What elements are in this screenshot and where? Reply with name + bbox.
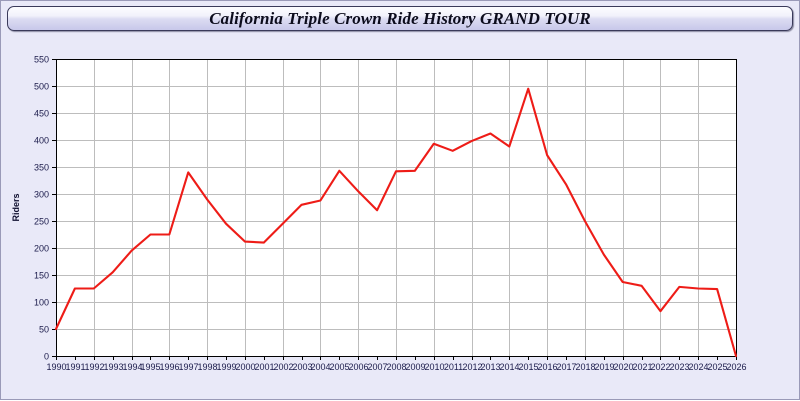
y-tick-labels: 0 50 100 150 200 250 300 350 400 450 500 550 (34, 55, 49, 362)
axis-lines (55, 58, 738, 358)
x-tick-label: 2021 (632, 362, 652, 372)
y-tick-label: 350 (34, 163, 49, 173)
x-tick-label: 2025 (707, 362, 727, 372)
x-tick-label: 2016 (537, 362, 557, 372)
y-tick-label: 50 (39, 325, 49, 335)
x-tick-label: 2001 (254, 362, 274, 372)
x-tick-label: 2003 (292, 362, 312, 372)
x-tick-label: 1996 (159, 362, 179, 372)
x-tick-label: 2012 (462, 362, 482, 372)
x-tick-label: 2010 (424, 362, 444, 372)
x-tick-label: 2005 (329, 362, 349, 372)
x-tick-label: 2019 (594, 362, 614, 372)
x-tick-label: 1995 (140, 362, 160, 372)
y-tick-label: 200 (34, 244, 49, 254)
x-tick-label: 1997 (178, 362, 198, 372)
x-tick-label: 2006 (348, 362, 368, 372)
x-tick-label: 2018 (575, 362, 595, 372)
x-tick-label: 2014 (499, 362, 519, 372)
data-series (54, 87, 738, 358)
x-tick-label: 1993 (103, 362, 123, 372)
x-tick-label: 2026 (726, 362, 746, 372)
chart-title-bar: California Triple Crown Ride History GRA… (7, 6, 793, 31)
x-tick-label: 1994 (122, 362, 142, 372)
x-tick-label: 2008 (386, 362, 406, 372)
page-title: California Triple Crown Ride History GRA… (209, 8, 591, 28)
y-tick-label: 550 (34, 55, 49, 65)
x-tick-label: 1992 (84, 362, 104, 372)
y-tick-label: 150 (34, 271, 49, 281)
y-tick-label: 0 (44, 352, 49, 362)
x-tick-label: 2002 (273, 362, 293, 372)
y-tick-label: 100 (34, 298, 49, 308)
x-tick-label: 2009 (405, 362, 425, 372)
y-tick-label: 300 (34, 190, 49, 200)
axis-titles: Riders (11, 193, 21, 221)
y-tick-label: 250 (34, 217, 49, 227)
x-tick-label: 2017 (556, 362, 576, 372)
x-tick-label: 1990 (46, 362, 66, 372)
y-tick-label: 500 (34, 82, 49, 92)
x-tick-label: 2004 (310, 362, 330, 372)
x-tick-label: 2011 (444, 362, 463, 372)
x-tick-label: 1999 (216, 362, 236, 372)
plot-area: 0 50 100 150 200 250 300 350 400 450 500 550 1990 19… (1, 35, 800, 401)
x-tick-labels: 1990199119921993199419951996199719981999… (46, 362, 746, 372)
y-tick-label: 400 (34, 136, 49, 146)
x-tick-label: 2020 (613, 362, 633, 372)
y-tick-label: 450 (34, 109, 49, 119)
x-tick-label: 2023 (669, 362, 689, 372)
x-tick-label: 2022 (650, 362, 670, 372)
x-tick-label: 2000 (235, 362, 255, 372)
x-tick-label: 1991 (65, 362, 85, 372)
x-tick-label: 2007 (367, 362, 387, 372)
x-tick-label: 1998 (197, 362, 217, 372)
x-tick-label: 2024 (688, 362, 708, 372)
series-line-riders (54, 87, 738, 358)
y-axis-title: Riders (11, 193, 21, 221)
x-tick-label: 2013 (480, 362, 500, 372)
x-tick-label: 2015 (518, 362, 538, 372)
